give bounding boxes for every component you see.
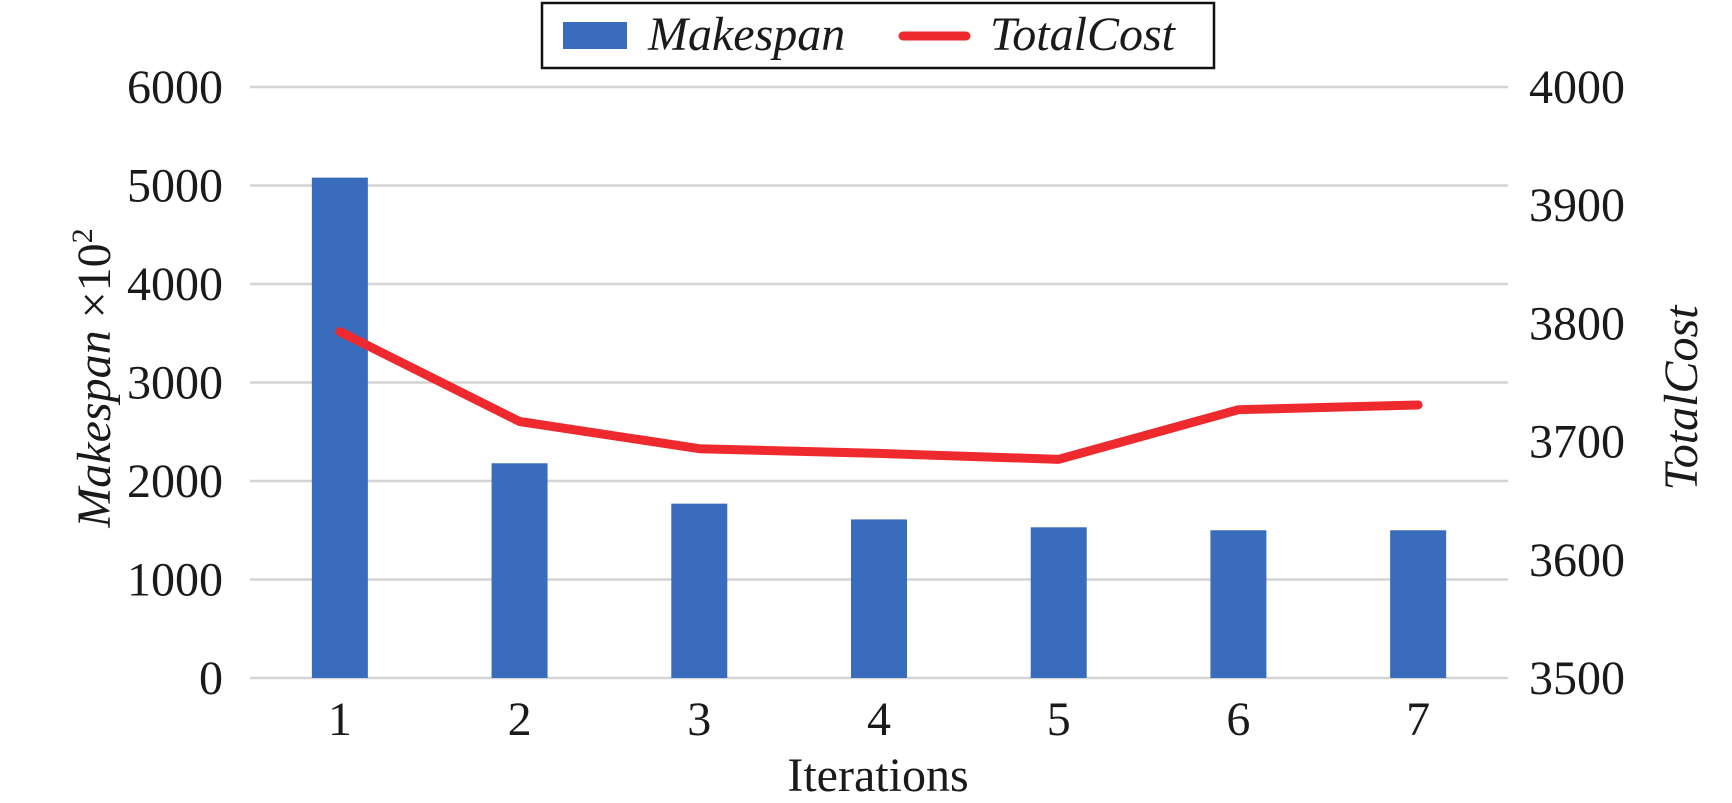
y2-tick-label: 4000: [1529, 61, 1625, 114]
bar-makespan: [491, 463, 548, 678]
y-axis-title-suffix: ×10: [68, 243, 121, 318]
x-tick-label: 6: [1226, 693, 1250, 746]
y-tick-label: 1000: [127, 554, 223, 607]
y-axis-title: Makespan ×102: [66, 228, 121, 528]
bar-makespan: [311, 177, 368, 678]
y-tick-label: 3000: [127, 357, 223, 410]
y-tick-label: 4000: [127, 258, 223, 311]
legend-box: [540, 1, 1216, 70]
y-tick-label: 2000: [127, 455, 223, 508]
legend-label-makespan: Makespan: [647, 8, 845, 61]
y-axis-title-main: Makespan: [68, 330, 121, 528]
line-totalcost: [335, 327, 1423, 464]
x-tick-label: 5: [1047, 693, 1071, 746]
y-tick-labels: 0 1000 2000 3000 4000 5000 6000: [127, 61, 223, 705]
x-tick-label: 4: [867, 693, 891, 746]
x-tick-label: 1: [328, 693, 352, 746]
bar-makespan: [1390, 530, 1447, 678]
x-tick-label: 7: [1406, 693, 1430, 746]
y2-tick-label: 3500: [1529, 652, 1625, 705]
x-tick-label: 3: [687, 693, 711, 746]
bar-makespan: [1210, 530, 1267, 678]
y2-tick-label: 3600: [1529, 534, 1625, 587]
gridlines: [250, 85, 1508, 680]
y-tick-label: 0: [199, 652, 223, 705]
bar-makespan: [851, 519, 907, 678]
y-axis-title-exponent: 2: [66, 228, 99, 243]
makespan-bars: [311, 177, 1447, 678]
y-tick-label: 5000: [127, 160, 223, 213]
y2-axis-title: TotalCost: [1655, 304, 1708, 491]
bar-makespan: [1030, 527, 1087, 678]
totalcost-line: [335, 327, 1423, 464]
y2-tick-label: 3900: [1529, 179, 1625, 232]
legend-label-totalcost: TotalCost: [990, 8, 1177, 61]
x-axis-title: Iterations: [787, 749, 968, 802]
x-tick-labels: 1 2 3 4 5 6 7: [328, 693, 1430, 746]
y2-tick-label: 3700: [1529, 416, 1625, 469]
legend-swatch-makespan: [563, 22, 627, 49]
bar-makespan: [671, 503, 728, 678]
y2-tick-label: 3800: [1529, 297, 1625, 350]
x-tick-label: 2: [508, 693, 532, 746]
y2-tick-labels: 3500 3600 3700 3800 3900 4000: [1529, 61, 1625, 705]
legend: Makespan TotalCost: [540, 1, 1216, 70]
y-tick-label: 6000: [127, 61, 223, 114]
